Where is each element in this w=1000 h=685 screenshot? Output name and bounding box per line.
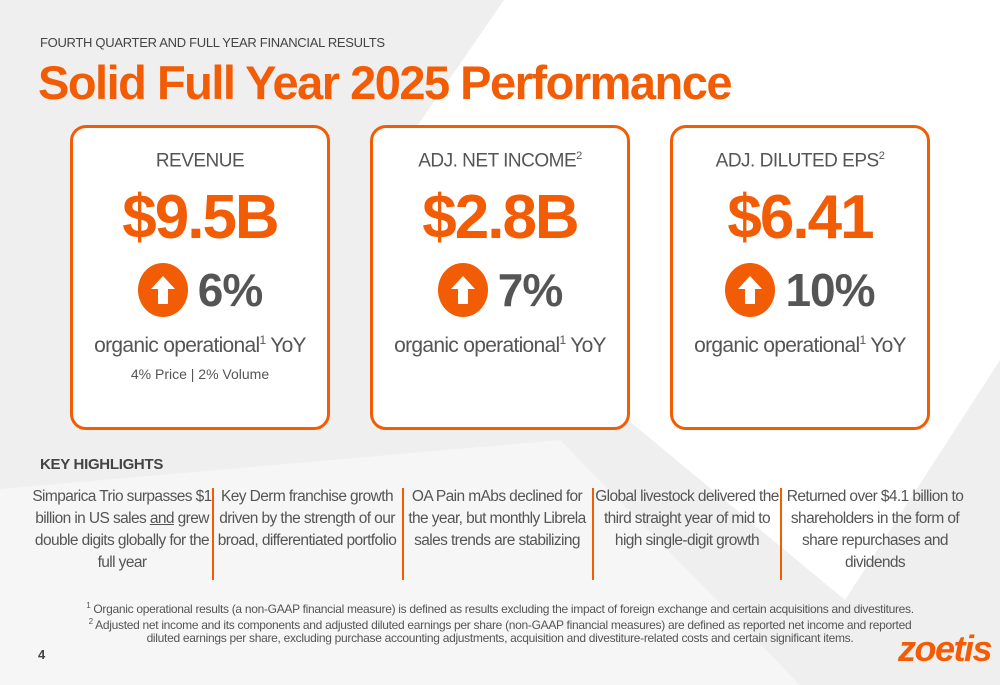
divider: [592, 488, 594, 580]
metric-label: REVENUE: [155, 150, 245, 172]
change-percent: 6%: [197, 264, 263, 317]
divider: [212, 488, 214, 580]
section-kicker: FOURTH QUARTER AND FULL YEAR FINANCIAL R…: [40, 35, 385, 50]
metric-description: organic operational1 YoY: [694, 333, 906, 358]
metric-label: ADJ. NET INCOME2: [418, 150, 582, 172]
highlight-item: Global livestock delivered the third str…: [595, 488, 779, 549]
metric-description: organic operational1 YoY: [94, 333, 306, 358]
metric-card: ADJ. NET INCOME2 $2.8B 7% organic operat…: [370, 125, 630, 430]
footnote-2: 2 Adjusted net income and its components…: [88, 617, 912, 632]
page-number: 4: [38, 647, 46, 662]
metric-card: REVENUE $9.5B 6% organic operational1 Yo…: [70, 125, 330, 430]
highlight-item: OA Pain mAbs declined for the year, but …: [408, 488, 586, 549]
page-title: Solid Full Year 2025 Performance: [38, 56, 733, 109]
metric-value: $9.5B: [122, 183, 279, 253]
highlight-item: Key Derm franchise growth driven by the …: [217, 488, 397, 549]
zoetis-logo: zoetis: [898, 628, 993, 669]
highlights-title: KEY HIGHLIGHTS: [40, 456, 164, 473]
metric-change: 6%: [73, 263, 327, 318]
arrow-up-circle-icon: [137, 263, 188, 318]
footnote-1: 1 Organic operational results (a non-GAA…: [86, 601, 914, 616]
highlight-item: Returned over $4.1 billion to shareholde…: [786, 488, 964, 571]
arrow-up-circle-icon: [437, 263, 488, 318]
metric-card: ADJ. DILUTED EPS2 $6.41 10% organic oper…: [670, 125, 930, 430]
metric-change: 10%: [673, 263, 927, 318]
metric-description: organic operational1 YoY: [394, 333, 606, 358]
arrow-up-circle-icon: [725, 263, 776, 318]
divider: [780, 488, 782, 580]
metric-breakdown: 4% Price | 2% Volume: [130, 366, 270, 383]
metric-value: $6.41: [727, 183, 874, 253]
metric-change: 7%: [373, 263, 627, 318]
highlight-item: Simparica Trio surpasses $1 billion in U…: [32, 488, 212, 571]
divider: [402, 488, 404, 580]
metric-value: $2.8B: [422, 183, 579, 253]
change-percent: 10%: [785, 264, 875, 317]
change-percent: 7%: [497, 264, 563, 317]
metric-label: ADJ. DILUTED EPS2: [715, 150, 885, 172]
footnote-2-cont: diluted earnings per share, excluding pu…: [146, 631, 854, 645]
